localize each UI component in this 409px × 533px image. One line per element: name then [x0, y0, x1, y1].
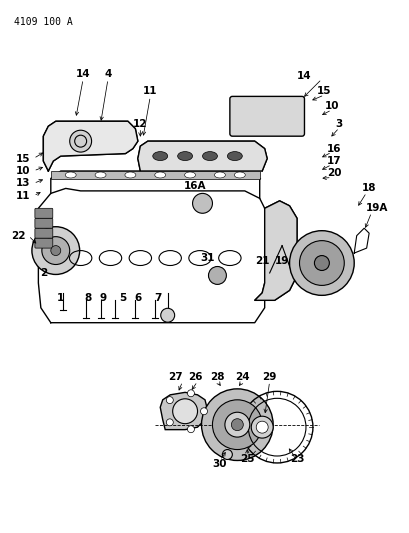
Ellipse shape [159, 251, 181, 265]
Ellipse shape [202, 151, 217, 160]
Text: 9: 9 [99, 293, 106, 303]
Ellipse shape [95, 172, 106, 178]
Ellipse shape [218, 251, 240, 265]
Text: 3: 3 [335, 119, 342, 129]
Circle shape [231, 419, 243, 431]
Text: 13: 13 [16, 179, 31, 189]
Text: 16: 16 [326, 143, 341, 154]
Text: 14: 14 [297, 71, 311, 82]
Text: 16A: 16A [183, 181, 206, 191]
Circle shape [314, 255, 328, 270]
Circle shape [289, 231, 353, 295]
Circle shape [160, 308, 174, 322]
Ellipse shape [234, 172, 245, 178]
Text: 21: 21 [254, 255, 269, 265]
Ellipse shape [125, 172, 135, 178]
FancyBboxPatch shape [35, 228, 53, 238]
Text: 31: 31 [200, 253, 214, 263]
Circle shape [187, 390, 194, 397]
Text: 1: 1 [57, 293, 64, 303]
Ellipse shape [153, 151, 167, 160]
Ellipse shape [214, 172, 225, 178]
Text: 15: 15 [16, 154, 31, 164]
Ellipse shape [184, 172, 195, 178]
Circle shape [192, 193, 212, 213]
Text: 19: 19 [274, 255, 289, 265]
Polygon shape [160, 392, 207, 430]
Text: 26: 26 [187, 373, 202, 382]
Text: 10: 10 [324, 101, 338, 111]
Circle shape [225, 412, 249, 437]
Circle shape [256, 421, 267, 433]
Circle shape [208, 266, 226, 285]
Circle shape [166, 397, 173, 403]
Text: 29: 29 [262, 373, 276, 382]
Circle shape [222, 449, 232, 459]
FancyBboxPatch shape [51, 171, 259, 180]
Text: 30: 30 [212, 459, 227, 470]
Circle shape [201, 389, 272, 461]
Ellipse shape [129, 251, 151, 265]
FancyBboxPatch shape [35, 238, 53, 248]
Circle shape [299, 240, 344, 285]
Text: 5: 5 [119, 293, 126, 303]
Circle shape [70, 130, 91, 152]
Polygon shape [43, 122, 137, 171]
Text: 14: 14 [76, 69, 90, 79]
Ellipse shape [69, 251, 92, 265]
Text: 23: 23 [289, 455, 303, 464]
Text: 7: 7 [154, 293, 161, 303]
Text: 11: 11 [143, 86, 157, 96]
Circle shape [32, 227, 79, 274]
Text: 27: 27 [167, 373, 182, 382]
Polygon shape [254, 201, 296, 300]
Circle shape [212, 400, 262, 449]
Text: 22: 22 [11, 231, 26, 241]
Polygon shape [137, 141, 267, 171]
Text: 15: 15 [316, 86, 331, 96]
Text: 4: 4 [104, 69, 111, 79]
Ellipse shape [177, 151, 192, 160]
Ellipse shape [227, 151, 242, 160]
Ellipse shape [189, 251, 211, 265]
FancyBboxPatch shape [229, 96, 304, 136]
FancyBboxPatch shape [35, 218, 53, 228]
Text: 2: 2 [40, 268, 47, 278]
Text: 17: 17 [326, 156, 341, 166]
Circle shape [251, 416, 272, 438]
Text: 11: 11 [16, 191, 31, 201]
FancyBboxPatch shape [35, 208, 53, 218]
Ellipse shape [65, 172, 76, 178]
Circle shape [172, 399, 197, 424]
Text: 12: 12 [133, 119, 147, 129]
Text: 4109 100 A: 4109 100 A [13, 17, 72, 27]
Text: 6: 6 [134, 293, 141, 303]
Text: 28: 28 [210, 373, 224, 382]
Text: 18: 18 [361, 183, 375, 193]
Circle shape [200, 408, 207, 415]
Text: 25: 25 [239, 455, 254, 464]
Text: 8: 8 [84, 293, 92, 303]
Ellipse shape [154, 172, 165, 178]
Circle shape [51, 246, 61, 255]
Circle shape [42, 237, 70, 264]
Text: 10: 10 [16, 166, 31, 176]
Text: 19A: 19A [364, 203, 387, 213]
Ellipse shape [99, 251, 121, 265]
Circle shape [166, 419, 173, 426]
Text: 20: 20 [326, 168, 341, 179]
Circle shape [187, 426, 194, 433]
Text: 24: 24 [234, 373, 249, 382]
